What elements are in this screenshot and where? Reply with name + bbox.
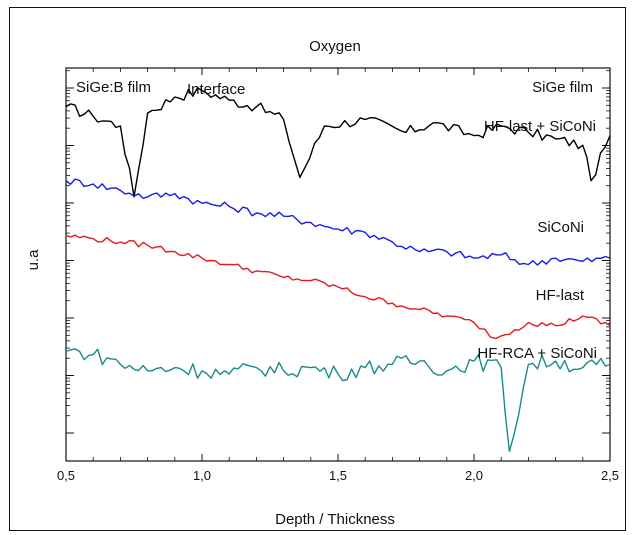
series-line — [65, 178, 611, 266]
x-tick-label: 0,5 — [57, 468, 75, 483]
x-axis-label: Depth / Thickness — [275, 511, 395, 528]
series-line — [65, 348, 611, 452]
plot-area: 0,5 1,0 1,5 2,0 2,5 SiGe:B film Interface SiGe … — [57, 67, 619, 483]
chart-title: Oxygen — [309, 38, 361, 55]
series-line — [65, 234, 611, 340]
series-line — [65, 87, 611, 198]
region-label: Interface — [187, 81, 245, 98]
series-label: SiCoNi — [537, 219, 584, 236]
series-label: HF-last — [536, 287, 585, 304]
x-tick-label: 2,0 — [465, 468, 483, 483]
region-label: SiGe:B film — [76, 79, 151, 96]
x-tick-label: 1,5 — [329, 468, 347, 483]
region-label: SiGe film — [532, 79, 593, 96]
x-tick-label: 2,5 — [601, 468, 619, 483]
series-label: HF-RCA + SiCoNi — [477, 345, 597, 362]
series-label: HF-last + SiCoNi — [484, 118, 596, 135]
x-tick-label: 1,0 — [193, 468, 211, 483]
chart-frame — [9, 7, 626, 531]
y-axis-label: u.a — [25, 249, 42, 271]
